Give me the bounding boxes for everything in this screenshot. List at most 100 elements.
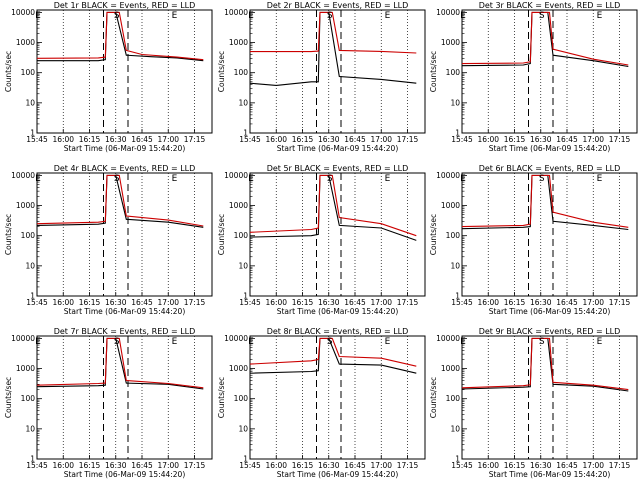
y-tick-label: 1 [243, 129, 248, 138]
y-tick-label: 1000 [229, 364, 248, 373]
x-tick-label: 17:00 [370, 461, 392, 470]
x-tick-label: 17:00 [157, 461, 179, 470]
y-tick-label: 10000 [436, 171, 460, 180]
x-axis-title: Start Time (06-Mar-09 15:44:20) [64, 470, 186, 479]
x-tick-label: 16:45 [556, 298, 578, 307]
y-tick-label: 1000 [441, 364, 460, 373]
interval-marker-label: S [114, 337, 120, 347]
events-series-line [249, 337, 417, 374]
x-tick-label: 16:00 [265, 135, 287, 144]
interval-marker-label: E [172, 337, 178, 347]
chart-title: Det 5r BLACK = Events, RED = LLD [267, 164, 409, 173]
interval-marker-label: E [35, 174, 41, 184]
x-tick-label: 15:45 [451, 135, 473, 144]
y-axis-title: Counts/sec [217, 377, 226, 418]
y-tick-label: 10 [450, 261, 460, 270]
chart-panel-2: Det 2r BLACK = Events, RED = LLD 15:45 16:… [217, 1, 426, 153]
interval-marker-label: S [114, 174, 120, 184]
interval-marker-label: E [248, 337, 254, 347]
x-tick-label: 16:30 [530, 298, 552, 307]
y-tick-label: 1000 [229, 201, 248, 210]
interval-marker-label: E [248, 174, 254, 184]
lld-series-line [36, 337, 204, 389]
y-tick-label: 10 [25, 261, 35, 270]
x-axis-title: Start Time (06-Mar-09 15:44:20) [489, 470, 611, 479]
x-tick-label: 16:15 [292, 461, 314, 470]
x-tick-label: 16:30 [530, 461, 552, 470]
interval-marker-label: E [460, 11, 466, 21]
x-tick-label: 16:30 [318, 298, 340, 307]
events-series-line [461, 11, 629, 68]
x-tick-label: 15:45 [239, 461, 261, 470]
y-tick-label: 1000 [441, 38, 460, 47]
plot-frame [36, 9, 213, 134]
interval-marker-label: S [327, 11, 333, 21]
interval-marker-label: E [385, 174, 391, 184]
x-tick-label: 16:30 [318, 135, 340, 144]
lld-series-line [36, 174, 204, 227]
interval-marker-label: E [248, 11, 254, 21]
x-tick-label: 16:00 [52, 461, 74, 470]
x-tick-label: 16:45 [556, 461, 578, 470]
chart-title: Det 2r BLACK = Events, RED = LLD [267, 1, 409, 10]
interval-marker-label: E [172, 11, 178, 21]
chart-title: Det 8r BLACK = Events, RED = LLD [267, 327, 409, 336]
interval-marker-label: E [597, 11, 603, 21]
x-tick-label: 15:45 [26, 298, 48, 307]
chart-title: Det 1r BLACK = Events, RED = LLD [54, 1, 196, 10]
x-tick-label: 17:00 [370, 135, 392, 144]
x-tick-label: 16:30 [105, 461, 127, 470]
y-tick-label: 10 [238, 98, 248, 107]
chart-title: Det 6r BLACK = Events, RED = LLD [479, 164, 621, 173]
interval-marker-label: E [35, 11, 41, 21]
x-tick-label: 16:00 [52, 135, 74, 144]
x-tick-label: 15:45 [451, 461, 473, 470]
x-tick-label: 17:15 [609, 461, 631, 470]
x-tick-label: 17:15 [397, 461, 419, 470]
x-tick-label: 16:15 [292, 298, 314, 307]
chart-title: Det 4r BLACK = Events, RED = LLD [54, 164, 196, 173]
x-tick-label: 16:15 [79, 461, 101, 470]
y-tick-label: 1 [30, 292, 35, 301]
y-tick-label: 10000 [224, 334, 248, 343]
y-tick-label: 10000 [436, 8, 460, 17]
y-tick-label: 10 [238, 424, 248, 433]
lld-series-line [461, 337, 629, 391]
chart-panel-1: Det 1r BLACK = Events, RED = LLD 15:45 16:… [4, 1, 213, 153]
y-tick-label: 1 [455, 455, 460, 464]
plot-frame [249, 172, 426, 297]
y-tick-label: 100 [446, 68, 461, 77]
y-tick-label: 1 [455, 129, 460, 138]
x-tick-label: 16:45 [131, 298, 153, 307]
y-tick-label: 100 [21, 394, 36, 403]
x-tick-label: 17:15 [184, 298, 206, 307]
interval-marker-label: E [460, 174, 466, 184]
x-tick-label: 16:00 [52, 298, 74, 307]
plot-frame [249, 9, 426, 134]
y-axis-title: Counts/sec [4, 214, 13, 255]
x-tick-label: 16:15 [504, 298, 526, 307]
chart-title: Det 3r BLACK = Events, RED = LLD [479, 1, 621, 10]
y-tick-label: 1 [455, 292, 460, 301]
x-tick-label: 16:30 [530, 135, 552, 144]
y-tick-label: 1000 [229, 38, 248, 47]
y-tick-label: 10000 [224, 8, 248, 17]
x-tick-label: 16:30 [318, 461, 340, 470]
chart-panel-9: Det 9r BLACK = Events, RED = LLD 15:45 16:… [429, 327, 638, 479]
y-tick-label: 100 [234, 68, 249, 77]
x-axis-title: Start Time (06-Mar-09 15:44:20) [64, 144, 186, 153]
y-tick-label: 10 [25, 424, 35, 433]
x-tick-label: 16:00 [477, 135, 499, 144]
x-tick-label: 17:15 [397, 298, 419, 307]
y-axis-title: Counts/sec [429, 214, 438, 255]
plot-frame [461, 9, 638, 134]
x-tick-label: 16:00 [265, 298, 287, 307]
interval-marker-label: S [327, 174, 333, 184]
y-tick-label: 100 [446, 394, 461, 403]
x-axis-title: Start Time (06-Mar-09 15:44:20) [489, 307, 611, 316]
chart-title: Det 9r BLACK = Events, RED = LLD [479, 327, 621, 336]
chart-panel-5: Det 5r BLACK = Events, RED = LLD 15:45 16:… [217, 164, 426, 316]
y-axis-title: Counts/sec [4, 377, 13, 418]
y-tick-label: 10000 [11, 8, 35, 17]
x-tick-label: 17:15 [184, 461, 206, 470]
